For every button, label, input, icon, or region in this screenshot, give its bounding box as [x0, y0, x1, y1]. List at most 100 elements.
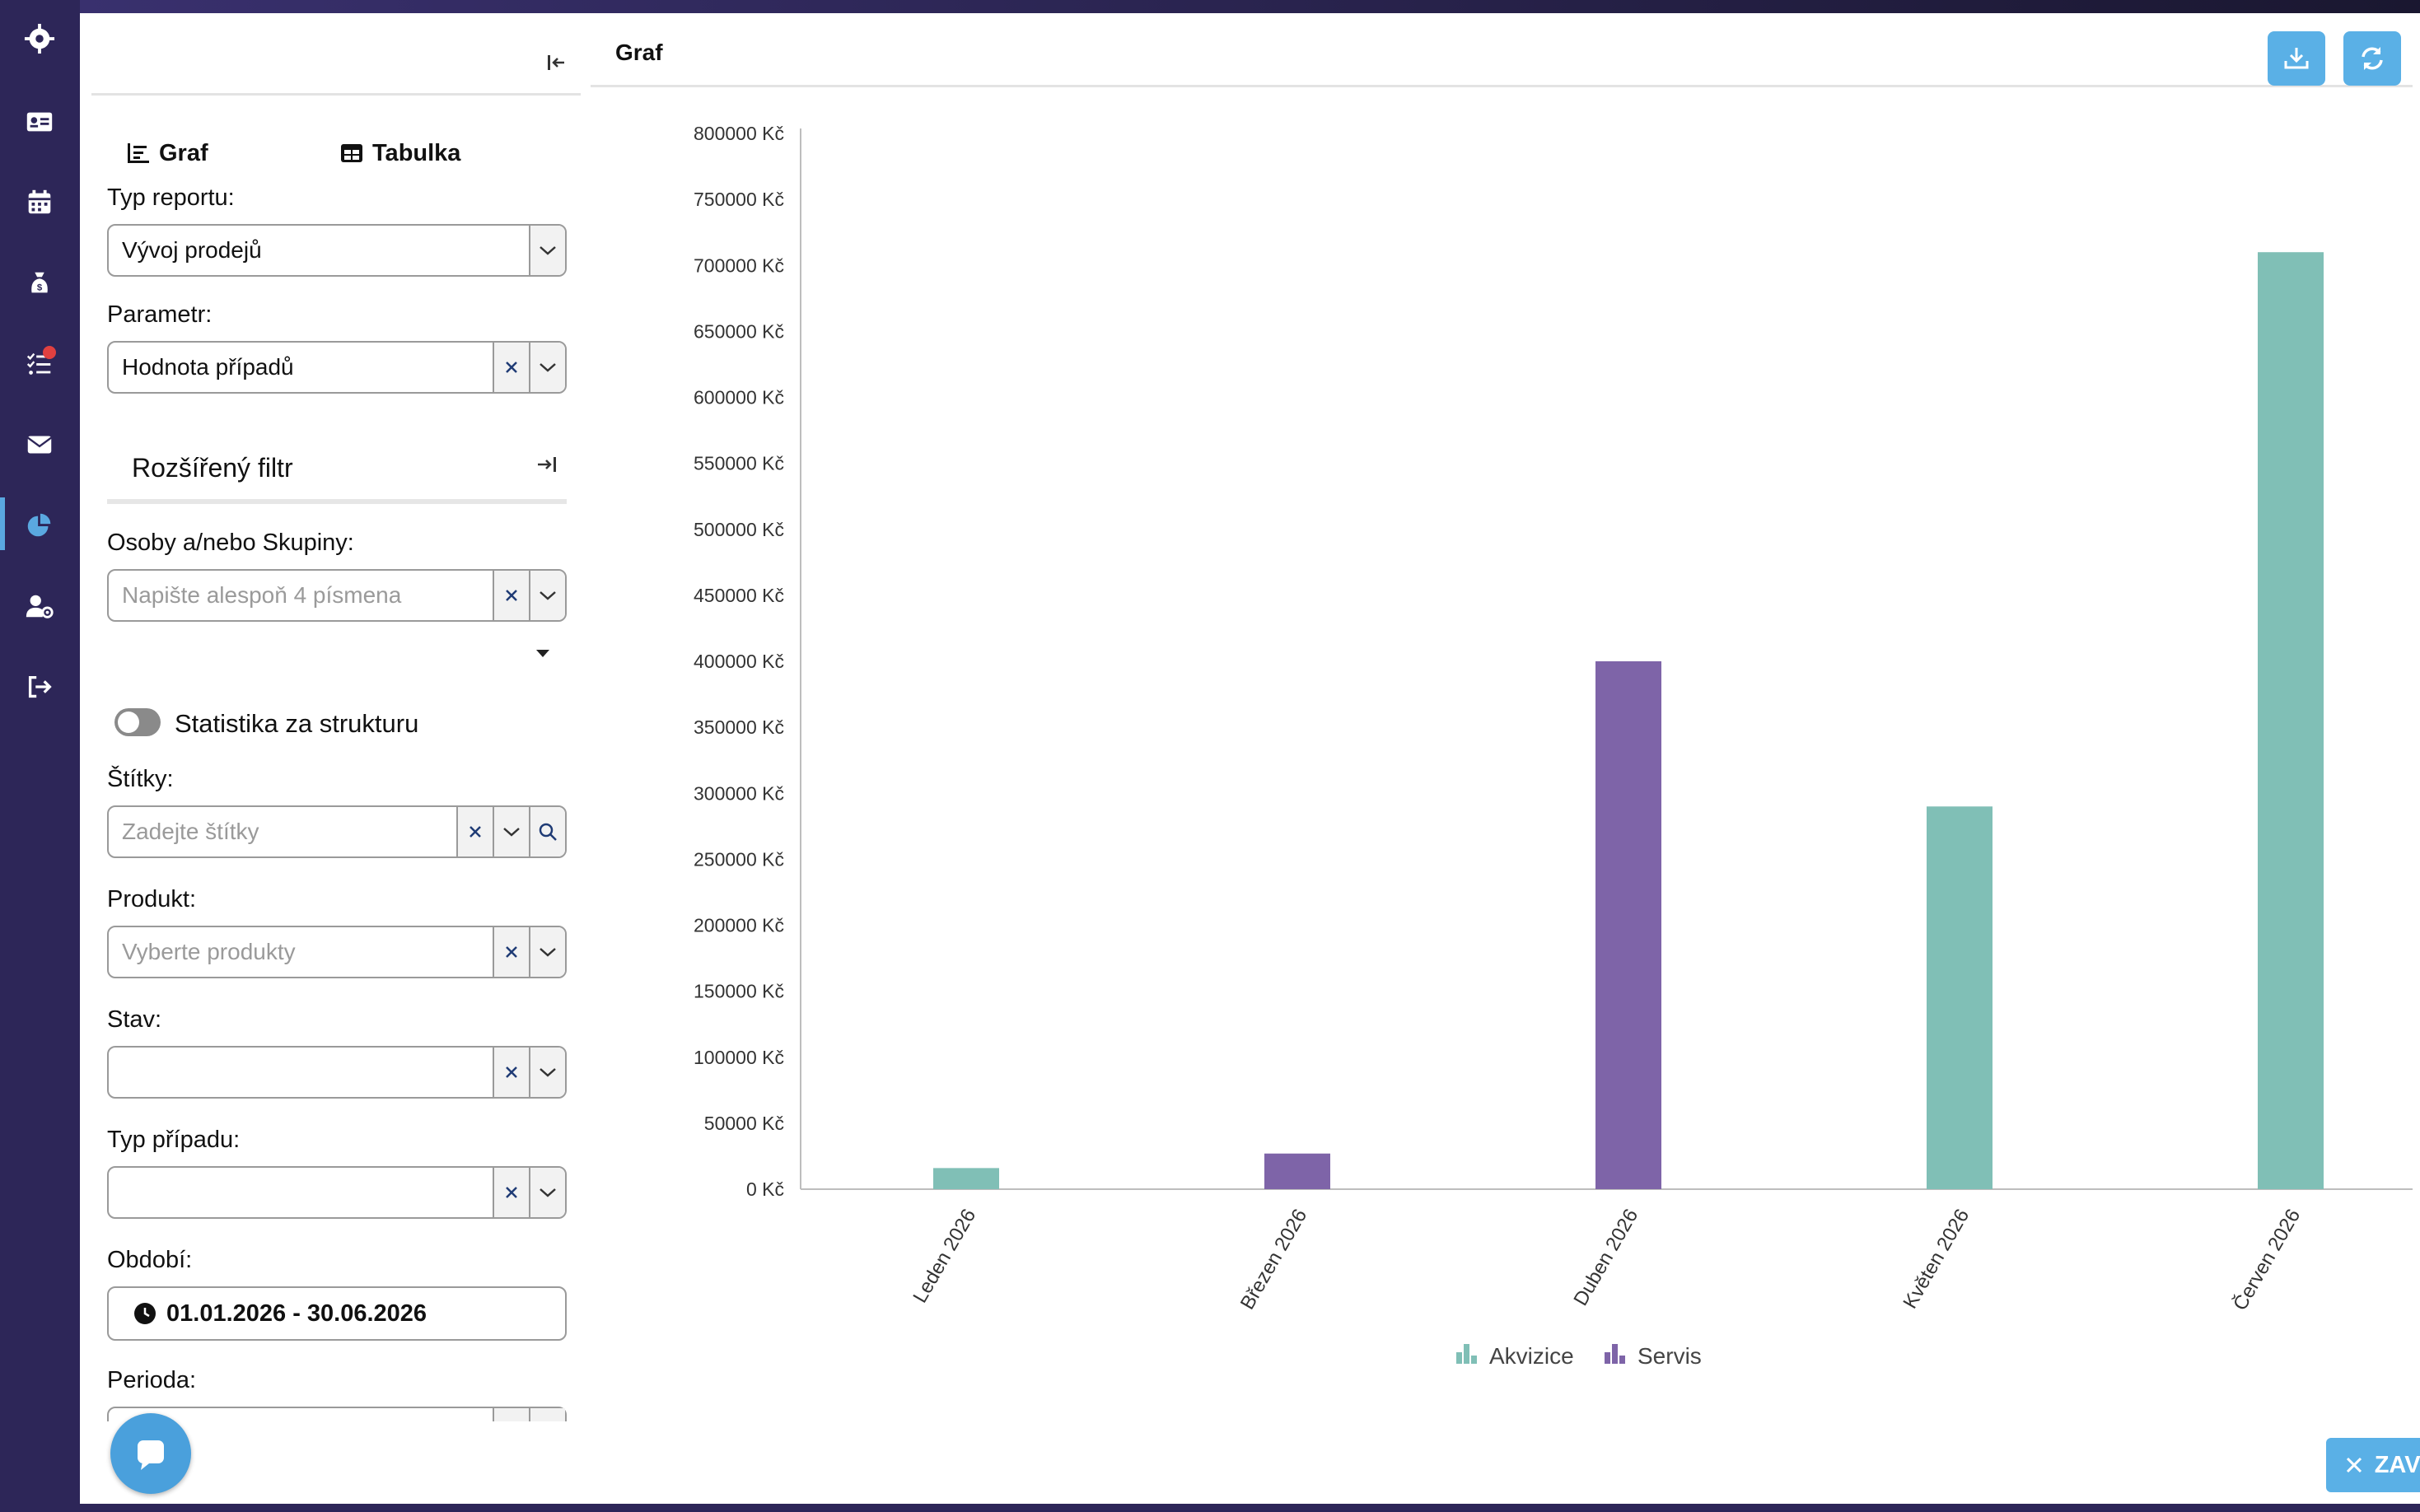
chevron-down-icon[interactable] [529, 1048, 565, 1097]
tags-input[interactable]: Zadejte štítky [107, 805, 567, 858]
chat-button[interactable] [110, 1413, 191, 1494]
product-placeholder: Vyberte produkty [122, 939, 296, 964]
bottom-strip [80, 1504, 2420, 1512]
y-tick-label: 300000 Kč [694, 782, 784, 804]
report-type-select[interactable]: Vývoj prodejů [107, 224, 567, 277]
periodicity-select[interactable] [107, 1407, 567, 1421]
download-button[interactable] [2268, 31, 2325, 86]
bar-akvizice [2258, 252, 2324, 1190]
expand-right-icon[interactable] [535, 453, 558, 480]
report-type-value: Vývoj prodejů [122, 237, 262, 263]
refresh-button[interactable] [2343, 31, 2401, 86]
y-tick-label: 250000 Kč [694, 848, 784, 870]
caret-down-icon[interactable] [535, 647, 551, 663]
y-tick-label: 150000 Kč [694, 981, 784, 1002]
clock-icon [134, 1303, 156, 1324]
tab-graf-label: Graf [159, 139, 208, 166]
y-tick-label: 800000 Kč [694, 123, 784, 144]
report-type-label: Typ reportu: [107, 184, 235, 211]
calendar-icon[interactable] [15, 178, 64, 227]
extended-filter-label: Rozšířený filtr [132, 453, 293, 483]
legend-item-akvizice: Akvizice [1456, 1343, 1574, 1369]
sales-chart: 0 Kč 50000 Kč 100000 Kč 150000 Kč 200000 Kč 2… [694, 123, 2413, 1369]
product-label: Produkt: [107, 886, 196, 912]
legend-label: Akvizice [1489, 1343, 1574, 1369]
chevron-down-icon[interactable] [529, 226, 565, 275]
close-button[interactable]: ZAVŘÍT [2326, 1438, 2420, 1492]
tab-tabulka[interactable]: Tabulka [339, 128, 460, 178]
refresh-icon [2362, 47, 2383, 70]
app-logo-icon[interactable] [15, 14, 64, 63]
collapse-panel-icon[interactable] [540, 46, 572, 79]
y-tick-label: 350000 Kč [694, 716, 784, 738]
search-icon[interactable] [529, 807, 565, 856]
tab-graf[interactable]: Graf [126, 128, 208, 178]
main-area: Graf Tabulka Typ reportu: Vývoj prodejů … [80, 13, 2420, 1504]
view-tabs: Graf Tabulka [91, 128, 581, 178]
reports-pie-icon[interactable] [15, 501, 64, 550]
tab-tabulka-label: Tabulka [372, 139, 461, 166]
clear-icon[interactable] [493, 1168, 529, 1217]
clear-icon[interactable] [456, 807, 493, 856]
parameter-select[interactable]: Hodnota případů [107, 341, 567, 394]
state-label: Stav: [107, 1006, 162, 1033]
legend-label: Servis [1637, 1343, 1702, 1369]
state-select[interactable] [107, 1046, 567, 1099]
x-tick-label: Březen 2026 [1236, 1206, 1311, 1314]
x-tick-label: Duben 2026 [1569, 1206, 1642, 1310]
top-strip [0, 0, 2420, 13]
notification-dot [43, 346, 56, 359]
parameter-label: Parametr: [107, 301, 213, 328]
product-input[interactable]: Vyberte produkty [107, 926, 567, 978]
clear-icon[interactable] [493, 927, 529, 977]
period-input[interactable]: 01.01.2026 - 30.06.2026 [107, 1286, 567, 1341]
case-type-select[interactable] [107, 1166, 567, 1219]
extended-filter-header[interactable]: Rozšířený filtr [107, 435, 567, 504]
bar-akvizice [1927, 806, 1993, 1189]
tasks-list-icon[interactable] [15, 339, 64, 389]
chevron-down-icon[interactable] [493, 807, 529, 856]
chevron-down-icon[interactable] [529, 343, 565, 392]
y-tick-label: 400000 Kč [694, 651, 784, 672]
svg-text:$: $ [37, 283, 43, 293]
user-settings-icon[interactable] [15, 581, 64, 631]
periodicity-label: Perioda: [107, 1367, 197, 1393]
chevron-down-icon[interactable] [529, 1168, 565, 1217]
clear-icon[interactable] [493, 571, 529, 620]
download-icon [2284, 48, 2309, 69]
legend-swatch [1619, 1356, 1625, 1364]
clear-icon[interactable] [493, 343, 529, 392]
y-tick-label: 750000 Kč [694, 189, 784, 210]
table-icon [341, 144, 362, 162]
y-tick-label: 50000 Kč [704, 1113, 784, 1134]
chart-icon [128, 143, 149, 163]
chevron-down-icon[interactable] [529, 571, 565, 620]
contacts-card-icon[interactable] [15, 97, 64, 147]
clear-icon[interactable] [493, 1048, 529, 1097]
chevron-down-icon[interactable] [529, 927, 565, 977]
nav-rail: $ [0, 0, 80, 1512]
case-type-label: Typ případu: [107, 1127, 241, 1153]
legend-swatch [1605, 1352, 1610, 1364]
structure-toggle-label: Statistika za strukturu [175, 709, 419, 738]
persons-label: Osoby a/nebo Skupiny: [107, 530, 354, 556]
chart-header: Graf [591, 21, 2413, 87]
chart-panel-title: Graf [615, 40, 663, 65]
money-bag-icon[interactable]: $ [15, 259, 64, 308]
y-tick-label: 200000 Kč [694, 915, 784, 936]
bar-akvizice [933, 1168, 999, 1189]
y-tick-label: 100000 Kč [694, 1047, 784, 1068]
y-tick-label: 500000 Kč [694, 519, 784, 540]
legend-swatch [1612, 1344, 1618, 1364]
persons-input[interactable]: Napište alespoň 4 písmena [107, 569, 567, 622]
mail-icon[interactable] [15, 420, 64, 469]
period-value: 01.01.2026 - 30.06.2026 [166, 1300, 427, 1327]
structure-toggle[interactable] [114, 708, 161, 736]
chat-bubble-icon [138, 1440, 164, 1470]
bar-servis [1264, 1153, 1330, 1189]
x-tick-label: Červen 2026 [2228, 1205, 2305, 1314]
logout-icon[interactable] [15, 662, 64, 712]
tags-placeholder: Zadejte štítky [122, 819, 259, 844]
x-tick-label: Leden 2026 [909, 1206, 980, 1307]
x-tick-label: Květen 2026 [1899, 1206, 1974, 1313]
